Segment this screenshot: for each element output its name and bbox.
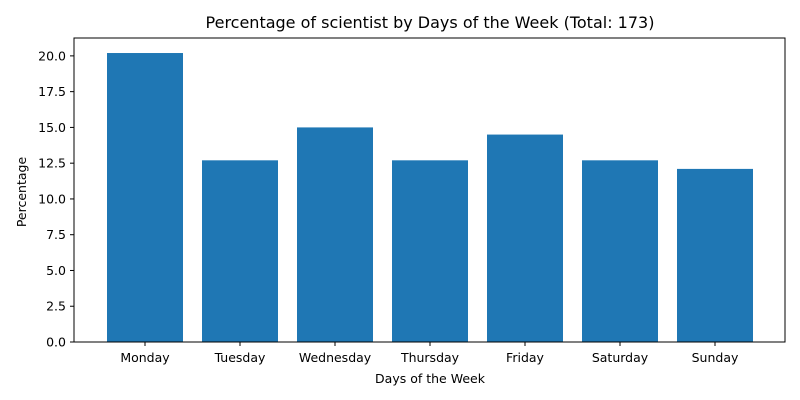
y-tick-label: 7.5 — [46, 227, 66, 242]
x-tick-label: Wednesday — [299, 350, 372, 365]
y-tick-label: 12.5 — [38, 156, 66, 171]
x-tick-label: Thursday — [400, 350, 460, 365]
y-tick-label: 20.0 — [38, 48, 66, 63]
y-tick-label: 17.5 — [38, 84, 66, 99]
bar-monday — [107, 53, 183, 342]
y-tick-label: 0.0 — [46, 335, 66, 350]
y-axis-ticks: 0.0 2.5 5.0 7.5 10.0 12.5 15.0 17.5 20.0 — [38, 48, 74, 350]
x-tick-label: Friday — [506, 350, 544, 365]
y-tick-label: 10.0 — [38, 191, 66, 206]
x-tick-label: Monday — [120, 350, 170, 365]
bar-friday — [487, 134, 563, 342]
bar-wednesday — [297, 127, 373, 342]
y-axis-label: Percentage — [14, 157, 29, 228]
x-tick-label: Sunday — [692, 350, 739, 365]
y-tick-label: 15.0 — [38, 120, 66, 135]
bars-group — [107, 53, 753, 342]
x-tick-label: Saturday — [592, 350, 649, 365]
x-axis-label: Days of the Week — [375, 371, 486, 386]
x-tick-label: Tuesday — [214, 350, 266, 365]
y-tick-label: 2.5 — [46, 299, 66, 314]
bar-tuesday — [202, 160, 278, 342]
y-tick-label: 5.0 — [46, 263, 66, 278]
x-axis-ticks: Monday Tuesday Wednesday Thursday Friday Satu… — [120, 342, 739, 365]
bar-sunday — [677, 168, 753, 342]
plot-frame — [73, 37, 786, 343]
chart-title: Percentage of scientist by Days of the W… — [206, 13, 655, 32]
bar-saturday — [582, 160, 658, 342]
bar-thursday — [392, 160, 468, 342]
